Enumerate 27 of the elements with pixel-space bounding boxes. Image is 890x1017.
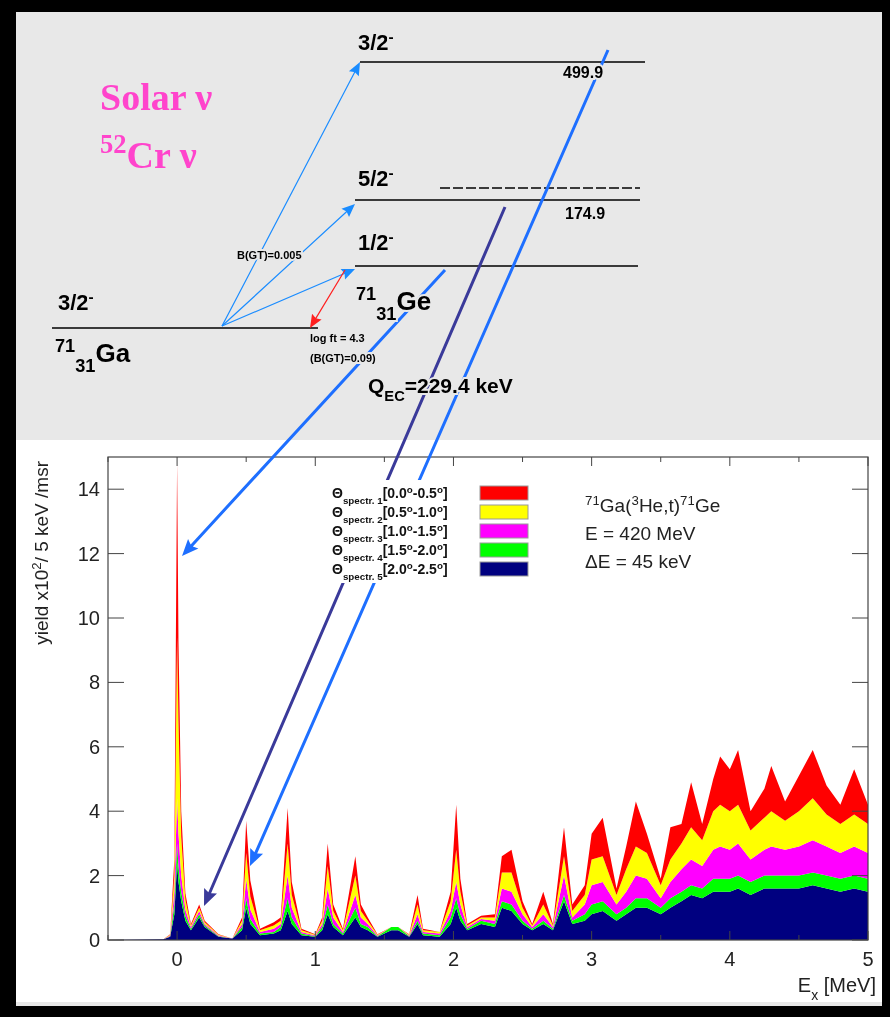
text: 174.9 [565, 205, 606, 222]
x-tick-label: 0 [171, 948, 183, 970]
text: 5/2$^{-}$ [358, 163, 394, 191]
x-axis-title: E$_{x}$ [MeV] [797, 974, 876, 1003]
annotation: $^{71}$Ga($^{3}$He,t)$^{71}$Ge [585, 492, 721, 516]
y-tick-label: 6 [88, 735, 100, 758]
y-tick-label: 4 [88, 800, 100, 823]
text: 3/2$^{-}$ [358, 27, 394, 55]
x-tick-label: 5 [862, 948, 874, 970]
annotation: E = 420 MeV [585, 523, 696, 544]
y-tick-label: 8 [88, 671, 100, 694]
text: log ft = 4.3 [310, 332, 365, 344]
x-tick-label: 1 [309, 948, 321, 970]
text: 1/2$^{-}$ [358, 227, 394, 255]
y-tick-label: 12 [77, 542, 100, 565]
y-tick-label: 14 [77, 478, 100, 501]
text: Solar ν [100, 76, 213, 118]
y-tick-label: 0 [88, 929, 100, 951]
x-tick-label: 4 [724, 948, 736, 970]
y-tick-label: 10 [77, 607, 100, 629]
legend-label: Θ$_{spectr. 1}$[0.0$^{o}$-0.5$^{o}$] [332, 483, 448, 506]
text: $^{52}$Cr ν [100, 129, 197, 176]
text: 3/2$^{-}$ [58, 287, 94, 315]
x-tick-label: 2 [447, 948, 460, 970]
y-tick-label: 2 [88, 864, 100, 887]
annotation: ΔE = 45 keV [585, 551, 692, 572]
x-tick-label: 3 [586, 948, 598, 970]
